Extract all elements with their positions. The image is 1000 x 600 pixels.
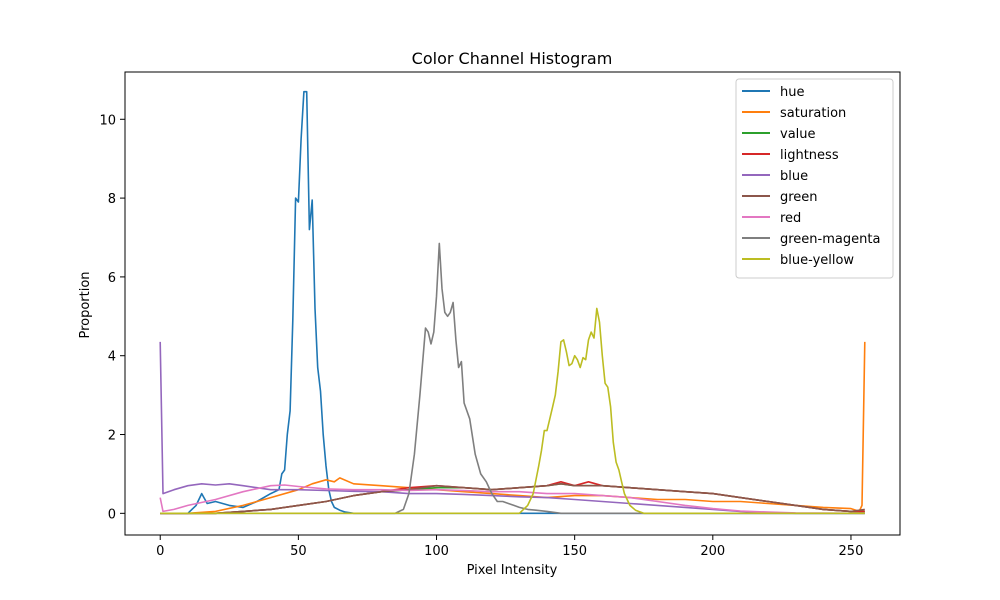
x-tick-label: 150 xyxy=(562,544,587,559)
y-tick-label: 0 xyxy=(108,507,116,522)
series-line-blue xyxy=(159,341,865,515)
x-tick-label: 200 xyxy=(700,544,725,559)
legend-label-blue: blue xyxy=(780,169,808,184)
axes-layer: 0 50 100 150 200 250 0 2 4 6 8 10 xyxy=(99,71,901,559)
series-line-green xyxy=(160,483,865,515)
chart-title: Color Channel Histogram xyxy=(412,49,613,68)
series-line-blue-yellow xyxy=(160,307,865,515)
legend-label-blue-yellow: blue-yellow xyxy=(780,253,854,268)
x-axis-title: Pixel Intensity xyxy=(467,563,558,578)
legend: hue saturation value lightness blue green red g… xyxy=(735,78,894,279)
series-line-red xyxy=(159,484,865,515)
series-layer xyxy=(159,90,866,515)
y-tick-label: 8 xyxy=(108,192,116,207)
y-axis-title: Proportion xyxy=(78,271,93,338)
x-tick-label: 250 xyxy=(839,544,864,559)
legend-label-green-magenta: green-magenta xyxy=(780,232,880,247)
y-tick-label: 6 xyxy=(108,271,116,286)
plot-frame xyxy=(124,71,901,536)
legend-label-green: green xyxy=(780,190,818,205)
legend-label-hue: hue xyxy=(780,85,804,100)
y-tick-label: 2 xyxy=(108,429,116,444)
x-tick-label: 100 xyxy=(424,544,449,559)
legend-label-red: red xyxy=(780,211,801,226)
y-tick-label: 10 xyxy=(99,113,116,128)
series-line-green-magenta xyxy=(160,242,865,515)
x-tick-label: 0 xyxy=(156,544,164,559)
y-tick-label: 4 xyxy=(108,350,116,365)
x-tick-label: 50 xyxy=(290,544,307,559)
legend-label-value: value xyxy=(780,127,816,142)
legend-box xyxy=(735,78,894,279)
series-line-hue xyxy=(160,90,865,515)
legend-label-saturation: saturation xyxy=(780,106,846,121)
legend-label-lightness: lightness xyxy=(780,148,839,163)
